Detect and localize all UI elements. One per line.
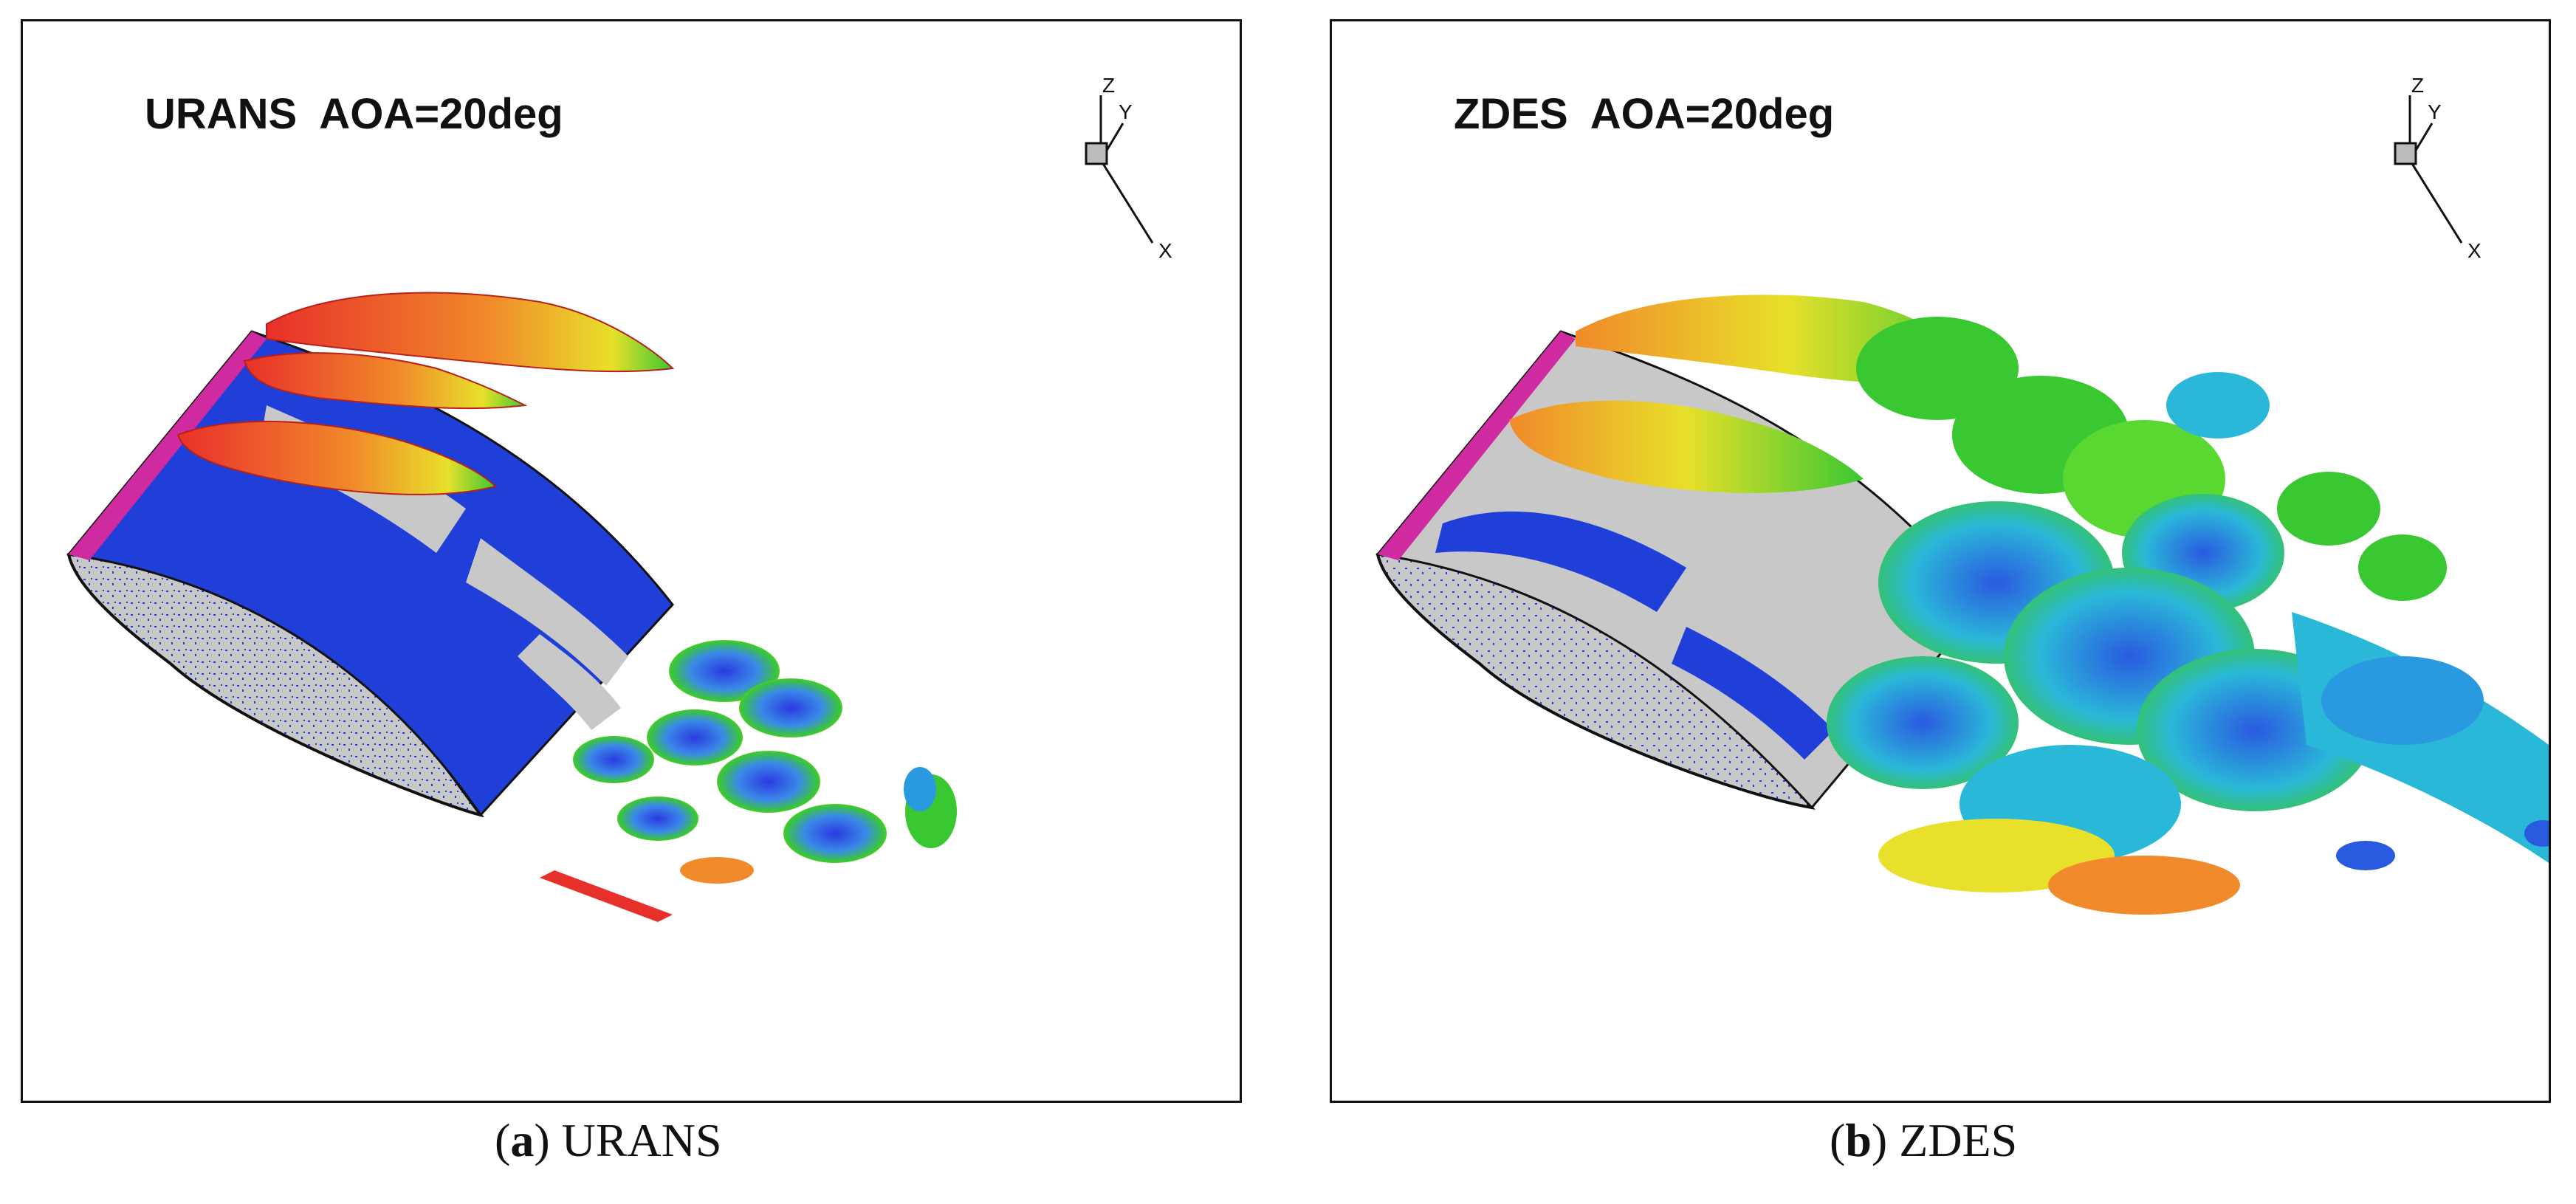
surface-patch [1435,511,1686,612]
urans-visualization: Z Y X [66,74,1172,922]
panel-zdes: Z Y X ZDES AOA=20deg [1330,19,2551,1103]
panel-title: URANS AOA=20deg [145,90,563,138]
caption-letter: b [1845,1114,1872,1166]
axis-triad [1085,95,1154,244]
axis-label-y: Y [2428,100,2442,123]
leading-edge [1378,331,1576,560]
zdes-visualization: Z Y X [1375,74,2549,915]
axis-label-x: X [1158,239,1172,262]
axis-triad [2394,95,2463,244]
caption-b: (b) ZDES [1830,1114,2018,1166]
caption-a: (a) URANS [495,1114,722,1166]
wake-structures [1827,317,2549,915]
panel-urans: Z Y X URANS AOA=20deg [21,19,1242,1103]
panel-title: ZDES AOA=20deg [1454,90,1835,138]
surface-patch [466,538,628,686]
axis-label-x: X [2467,239,2481,262]
axis-label-z: Z [2411,74,2424,97]
wake-structures [540,640,957,922]
surface-patch [1672,627,1834,760]
caption-text: ZDES [1899,1114,2018,1166]
vortex-tube [176,420,497,495]
surface-patch [518,634,621,730]
vortex-tube [266,292,675,373]
caption-letter: a [510,1114,535,1166]
axis-label-z: Z [1102,74,1115,97]
caption-text: URANS [561,1114,722,1166]
vortex-tube [243,352,528,410]
vortex-tube [1509,400,1864,493]
leading-edge [69,331,267,560]
axis-label-y: Y [1119,100,1133,123]
